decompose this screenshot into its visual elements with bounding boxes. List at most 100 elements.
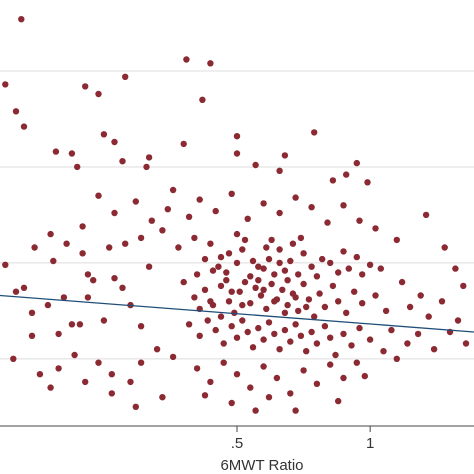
data-point-41 bbox=[84, 271, 92, 278]
data-point-124 bbox=[220, 340, 227, 347]
data-point-78 bbox=[300, 250, 307, 257]
data-point-3 bbox=[20, 123, 28, 130]
data-point-138 bbox=[297, 332, 305, 339]
data-point-102 bbox=[263, 305, 270, 313]
data-point-63 bbox=[193, 271, 201, 278]
data-point-80 bbox=[313, 273, 321, 280]
data-point-127 bbox=[239, 317, 246, 324]
data-point-163 bbox=[292, 407, 299, 414]
data-point-103 bbox=[268, 280, 275, 288]
data-point-96 bbox=[231, 309, 238, 316]
data-point-38 bbox=[60, 294, 68, 301]
data-point-145 bbox=[340, 330, 347, 338]
data-point-139 bbox=[303, 348, 310, 355]
data-point-110 bbox=[305, 296, 313, 303]
data-point-25 bbox=[364, 179, 371, 186]
data-point-123 bbox=[212, 326, 219, 334]
data-point-21 bbox=[252, 161, 259, 169]
data-point-151 bbox=[207, 378, 214, 386]
data-point-217 bbox=[108, 390, 116, 397]
data-point-60 bbox=[159, 227, 166, 234]
data-point-226 bbox=[276, 246, 283, 253]
data-point-39 bbox=[68, 321, 76, 328]
data-point-136 bbox=[287, 338, 294, 345]
data-point-61 bbox=[175, 244, 182, 251]
data-point-199 bbox=[340, 202, 347, 209]
data-point-150 bbox=[193, 365, 201, 372]
data-point-195 bbox=[276, 209, 283, 217]
data-point-120 bbox=[185, 321, 193, 328]
data-point-64 bbox=[207, 240, 214, 247]
data-point-52 bbox=[55, 365, 62, 372]
data-point-43 bbox=[90, 277, 97, 284]
data-point-87 bbox=[359, 271, 366, 278]
x-axis-label: 6MWT Ratio bbox=[220, 457, 303, 474]
data-point-144 bbox=[332, 351, 339, 359]
data-point-115 bbox=[335, 298, 342, 305]
data-point-122 bbox=[204, 317, 211, 324]
data-point-190 bbox=[196, 196, 203, 203]
data-point-183 bbox=[430, 346, 438, 353]
data-point-208 bbox=[372, 225, 379, 232]
data-point-121 bbox=[196, 332, 203, 339]
data-point-234 bbox=[201, 255, 209, 263]
data-point-131 bbox=[260, 336, 267, 343]
data-point-106 bbox=[284, 301, 291, 309]
data-point-70 bbox=[255, 263, 262, 270]
data-point-152 bbox=[220, 359, 227, 366]
data-point-24 bbox=[276, 167, 283, 174]
data-point-160 bbox=[327, 361, 334, 368]
data-point-46 bbox=[119, 284, 126, 291]
data-point-54 bbox=[95, 359, 102, 366]
data-point-218 bbox=[82, 378, 89, 386]
data-point-157 bbox=[287, 390, 294, 397]
data-point-236 bbox=[271, 298, 278, 305]
data-point-23 bbox=[311, 129, 318, 136]
data-point-235 bbox=[260, 286, 267, 293]
data-point-125 bbox=[228, 323, 235, 330]
data-point-134 bbox=[276, 346, 283, 353]
data-point-6 bbox=[95, 90, 102, 98]
data-point-158 bbox=[300, 367, 307, 374]
data-point-37 bbox=[55, 330, 62, 338]
data-point-140 bbox=[308, 328, 315, 336]
data-point-59 bbox=[169, 353, 177, 361]
data-point-66 bbox=[223, 269, 230, 276]
data-point-32 bbox=[20, 284, 28, 291]
data-point-84 bbox=[340, 248, 347, 255]
data-point-30 bbox=[2, 261, 9, 268]
data-point-149 bbox=[380, 348, 387, 355]
data-point-155 bbox=[260, 363, 267, 370]
data-point-83 bbox=[335, 269, 342, 276]
data-point-73 bbox=[271, 271, 278, 278]
data-point-198 bbox=[324, 219, 331, 226]
data-point-232 bbox=[223, 277, 230, 284]
data-point-223 bbox=[255, 277, 262, 284]
data-point-200 bbox=[111, 209, 118, 217]
data-point-130 bbox=[255, 324, 262, 332]
data-point-194 bbox=[260, 200, 267, 207]
data-point-35 bbox=[44, 301, 52, 309]
data-point-67 bbox=[233, 230, 241, 238]
data-point-94 bbox=[217, 282, 225, 290]
data-point-179 bbox=[388, 326, 395, 334]
data-point-53 bbox=[71, 351, 78, 359]
data-point-16 bbox=[119, 158, 126, 165]
data-point-14 bbox=[74, 163, 81, 171]
data-point-117 bbox=[351, 288, 358, 295]
data-point-62 bbox=[191, 234, 198, 242]
data-point-153 bbox=[233, 371, 241, 378]
data-point-202 bbox=[79, 223, 86, 230]
data-point-1 bbox=[2, 81, 9, 88]
data-point-237 bbox=[281, 309, 289, 316]
data-point-227 bbox=[284, 277, 291, 284]
data-point-100 bbox=[252, 284, 259, 291]
data-point-133 bbox=[271, 330, 278, 338]
data-point-2 bbox=[12, 108, 20, 115]
data-point-19 bbox=[180, 140, 187, 148]
data-point-209 bbox=[356, 217, 363, 224]
data-point-156 bbox=[273, 374, 281, 382]
data-point-154 bbox=[247, 384, 254, 391]
data-point-26 bbox=[422, 211, 430, 219]
